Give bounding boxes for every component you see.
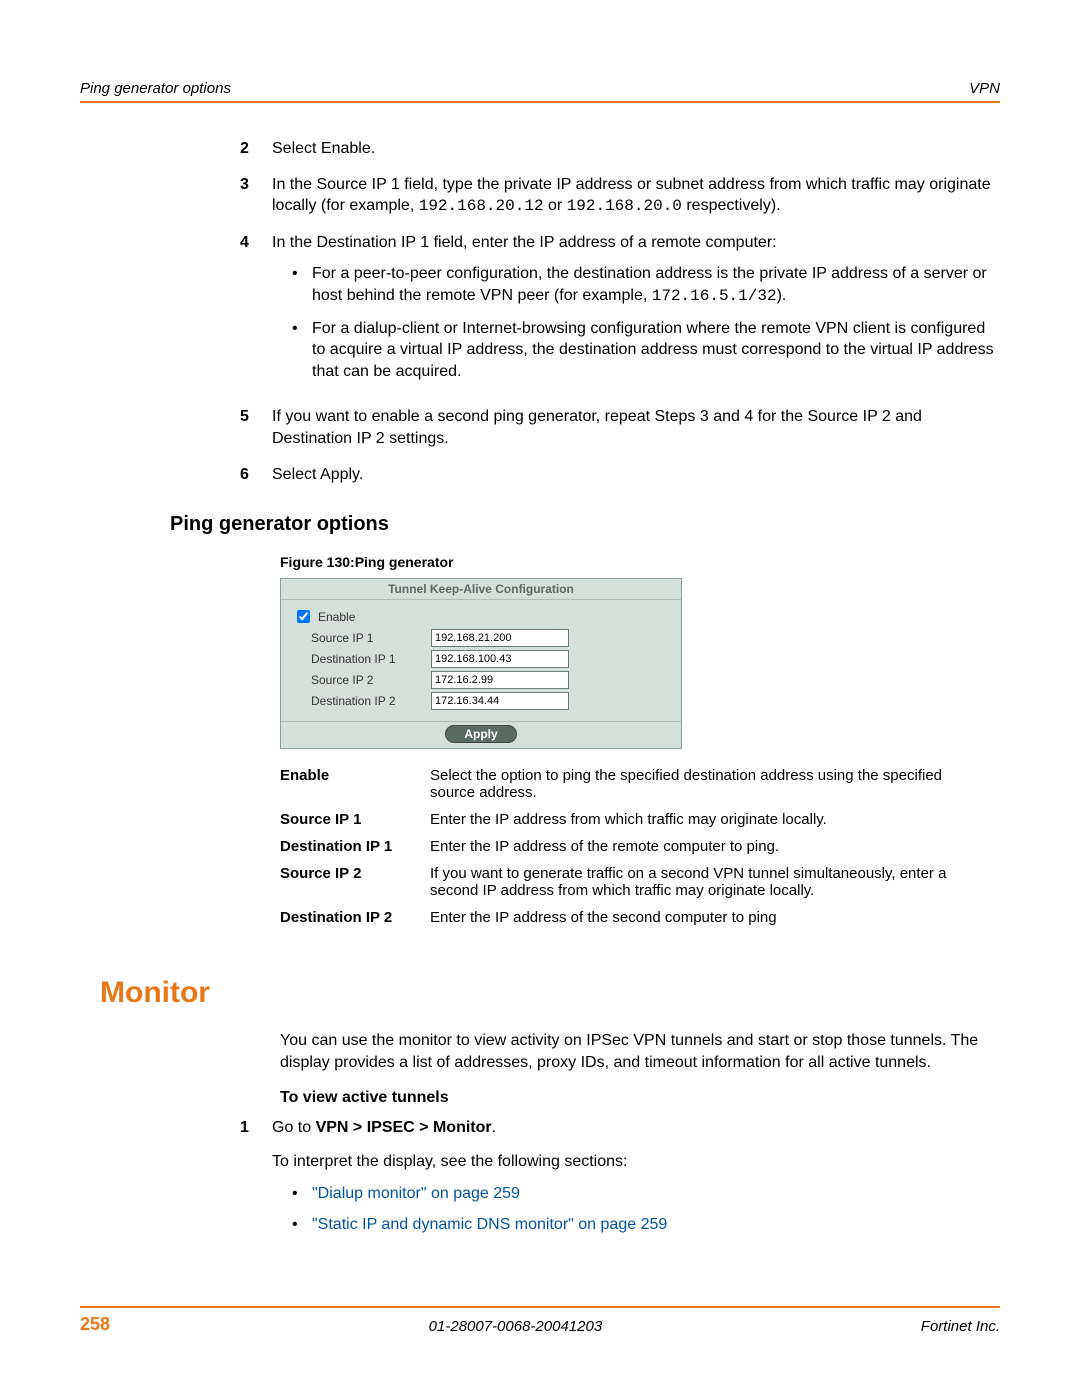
bullet: • For a dialup-client or Internet-browsi… <box>292 318 1000 383</box>
section-heading: Ping generator options <box>170 513 1000 536</box>
option-label: Source IP 1 <box>280 811 430 828</box>
enable-checkbox[interactable] <box>297 610 310 623</box>
step-6: 6 Select Apply. <box>240 464 1000 486</box>
bullet: • For a peer-to-peer configuration, the … <box>292 263 1000 307</box>
enable-label: Enable <box>318 610 355 624</box>
cross-ref-link[interactable]: "Static IP and dynamic DNS monitor" on p… <box>312 1214 667 1236</box>
step-3: 3 In the Source IP 1 field, type the pri… <box>240 174 1000 218</box>
figure-caption: Figure 130:Ping generator <box>280 554 1000 570</box>
step-text: In the Source IP 1 field, type the priva… <box>272 174 1000 218</box>
header-left: Ping generator options <box>80 80 231 97</box>
monitor-paragraph: You can use the monitor to view activity… <box>280 1030 980 1073</box>
field-row: Destination IP 1 <box>291 650 671 668</box>
option-row: Source IP 2 If you want to generate traf… <box>280 865 980 899</box>
field-label: Source IP 1 <box>291 631 431 645</box>
option-row: Enable Select the option to ping the spe… <box>280 767 980 801</box>
page-header: Ping generator options VPN <box>80 80 1000 103</box>
dialog-title: Tunnel Keep-Alive Configuration <box>281 579 681 600</box>
option-row: Destination IP 2 Enter the IP address of… <box>280 909 980 926</box>
step-number: 5 <box>240 406 272 449</box>
source-ip-2-input[interactable] <box>431 671 569 689</box>
step-text: In the Destination IP 1 field, enter the… <box>272 232 1000 393</box>
option-desc: If you want to generate traffic on a sec… <box>430 865 980 899</box>
apply-button[interactable]: Apply <box>445 725 516 743</box>
option-label: Enable <box>280 767 430 801</box>
step-number: 3 <box>240 174 272 218</box>
step-number: 6 <box>240 464 272 486</box>
option-row: Source IP 1 Enter the IP address from wh… <box>280 811 980 828</box>
procedure-steps: 2 Select Enable. 3 In the Source IP 1 fi… <box>240 138 1000 485</box>
destination-ip-2-input[interactable] <box>431 692 569 710</box>
field-label: Destination IP 1 <box>291 652 431 666</box>
sub-heading: To view active tunnels <box>280 1089 1000 1107</box>
cross-ref-link[interactable]: "Dialup monitor" on page 259 <box>312 1183 520 1205</box>
field-row: Source IP 2 <box>291 671 671 689</box>
option-desc: Select the option to ping the specified … <box>430 767 980 801</box>
monitor-heading: Monitor <box>100 976 1000 1010</box>
step-5: 5 If you want to enable a second ping ge… <box>240 406 1000 449</box>
field-label: Destination IP 2 <box>291 694 431 708</box>
field-label: Source IP 2 <box>291 673 431 687</box>
option-desc: Enter the IP address of the remote compu… <box>430 838 980 855</box>
option-label: Source IP 2 <box>280 865 430 899</box>
field-row: Destination IP 2 <box>291 692 671 710</box>
step-number: 4 <box>240 232 272 393</box>
company-name: Fortinet Inc. <box>921 1318 1000 1335</box>
ping-generator-dialog: Tunnel Keep-Alive Configuration Enable S… <box>280 578 682 749</box>
option-desc: Enter the IP address from which traffic … <box>430 811 980 828</box>
options-table: Enable Select the option to ping the spe… <box>280 767 980 926</box>
link-bullet: • "Static IP and dynamic DNS monitor" on… <box>292 1214 1000 1236</box>
enable-row: Enable <box>291 607 671 626</box>
option-row: Destination IP 1 Enter the IP address of… <box>280 838 980 855</box>
step-text: If you want to enable a second ping gene… <box>272 406 1000 449</box>
step-text: Select Apply. <box>272 464 1000 486</box>
doc-id: 01-28007-0068-20041203 <box>429 1318 603 1335</box>
page-footer: 258 01-28007-0068-20041203 Fortinet Inc. <box>80 1306 1000 1335</box>
step-4: 4 In the Destination IP 1 field, enter t… <box>240 232 1000 393</box>
destination-ip-1-input[interactable] <box>431 650 569 668</box>
step-2: 2 Select Enable. <box>240 138 1000 160</box>
interp-text: To interpret the display, see the follow… <box>272 1151 1000 1173</box>
step-text: Go to VPN > IPSEC > Monitor. To interpre… <box>272 1117 1000 1245</box>
header-right: VPN <box>969 80 1000 97</box>
option-desc: Enter the IP address of the second compu… <box>430 909 980 926</box>
link-bullet: • "Dialup monitor" on page 259 <box>292 1183 1000 1205</box>
step-number: 2 <box>240 138 272 160</box>
field-row: Source IP 1 <box>291 629 671 647</box>
option-label: Destination IP 1 <box>280 838 430 855</box>
step-text: Select Enable. <box>272 138 1000 160</box>
source-ip-1-input[interactable] <box>431 629 569 647</box>
option-label: Destination IP 2 <box>280 909 430 926</box>
page-number: 258 <box>80 1314 110 1335</box>
monitor-step-1: 1 Go to VPN > IPSEC > Monitor. To interp… <box>240 1117 1000 1245</box>
step-number: 1 <box>240 1117 272 1245</box>
